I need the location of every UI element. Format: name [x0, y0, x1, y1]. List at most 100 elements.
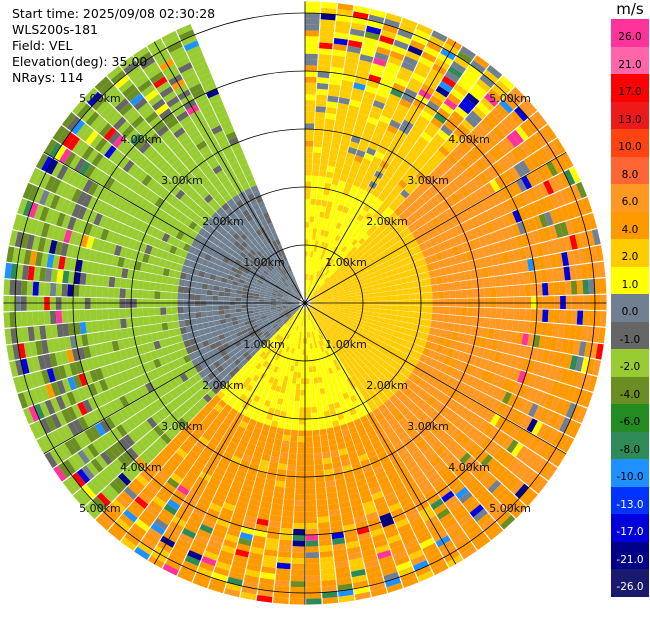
gate-cell: [362, 297, 369, 302]
gate-cell: [144, 432, 156, 445]
gate-cell: [494, 275, 502, 287]
gate-cell: [355, 423, 365, 432]
gate-cell: [377, 365, 386, 374]
gate-cell: [507, 343, 516, 355]
gate-cell: [166, 414, 177, 425]
gate-cell: [404, 507, 419, 518]
gate-cell: [61, 310, 69, 324]
gate-cell: [322, 317, 328, 323]
gate-cell: [416, 23, 433, 36]
gate-cell: [318, 417, 326, 425]
gate-cell: [39, 401, 51, 418]
gate-cell: [305, 557, 320, 564]
gate-cell: [361, 548, 377, 558]
gate-cell: [280, 330, 286, 337]
gate-cell: [448, 282, 456, 291]
gate-cell: [141, 509, 157, 523]
gate-cell: [587, 212, 598, 230]
gate-cell: [46, 158, 59, 175]
gate-cell: [320, 229, 326, 236]
gate-cell: [91, 238, 100, 251]
gate-cell: [337, 3, 354, 12]
gate-cell: [29, 372, 40, 388]
gate-cell: [372, 354, 380, 362]
gate-cell: [198, 370, 207, 379]
gate-cell: [338, 97, 350, 105]
gate-cell: [270, 338, 277, 345]
gate-cell: [501, 155, 514, 169]
gate-cell: [136, 364, 146, 376]
gate-cell: [332, 290, 339, 295]
gate-cell: [131, 478, 146, 492]
gate-cell: [115, 329, 123, 340]
gate-cell: [305, 337, 308, 344]
gate-cell: [136, 308, 144, 317]
gate-cell: [328, 303, 334, 306]
gate-cell: [280, 285, 287, 291]
gate-cell: [519, 487, 534, 503]
gate-cell: [327, 367, 334, 375]
gate-cell: [317, 240, 323, 248]
gate-cell: [130, 443, 143, 457]
gate-cell: [328, 318, 335, 324]
gate-cell: [316, 94, 328, 102]
ray: [309, 124, 557, 300]
gate-cell: [125, 417, 137, 431]
gate-cell: [396, 284, 403, 290]
gate-cell: [408, 77, 423, 89]
gate-cell: [155, 323, 163, 332]
gate-cell: [264, 304, 271, 307]
gate-cell: [135, 474, 149, 487]
ray: [52, 125, 301, 300]
gate-cell: [366, 166, 377, 176]
gate-cell: [118, 437, 131, 451]
gate-cell: [264, 307, 271, 311]
gate-cell: [208, 583, 225, 594]
gate-cell: [546, 240, 556, 255]
gate-cell: [276, 299, 283, 302]
gate-cell: [460, 315, 467, 325]
gate-cell: [392, 398, 403, 408]
gate-cell: [463, 69, 479, 83]
gate-cell: [327, 304, 334, 307]
gate-cell: [470, 162, 483, 176]
gate-cell: [293, 304, 300, 308]
gate-cell: [322, 597, 339, 605]
gate-cell: [105, 484, 119, 499]
gate-cell: [238, 439, 249, 449]
gate-cell: [383, 318, 391, 325]
gate-cell: [244, 361, 252, 369]
gate-cell: [291, 323, 296, 330]
gate-cell: [44, 175, 57, 192]
gate-cell: [312, 429, 320, 437]
gate-cell: [113, 287, 120, 298]
gate-cell: [79, 272, 87, 285]
gate-cell: [91, 321, 99, 333]
gate-cell: [563, 266, 571, 281]
gate-cell: [421, 249, 430, 258]
gate-cell: [12, 376, 23, 394]
gate-cell: [218, 291, 225, 297]
gate-cell: [335, 20, 351, 29]
gate-cell: [403, 305, 410, 312]
gate-cell: [289, 316, 295, 322]
gate-cell: [230, 288, 237, 294]
gate-cell: [219, 550, 234, 560]
gate-cell: [327, 327, 334, 334]
gate-cell: [192, 268, 200, 276]
gate-cell: [433, 413, 444, 425]
gate-cell: [549, 396, 561, 412]
gate-cell: [472, 446, 485, 460]
gate-cell: [192, 415, 203, 426]
gate-cell: [405, 50, 421, 62]
gate-cell: [317, 77, 330, 84]
gate-cell: [396, 310, 404, 317]
gate-cell: [542, 296, 549, 309]
gate-cell: [276, 367, 283, 375]
gate-cell: [256, 440, 266, 449]
gate-cell: [332, 537, 346, 546]
gate-cell: [321, 446, 330, 453]
gate-cell: [482, 169, 494, 182]
gate-cell: [479, 257, 488, 268]
gate-cell: [368, 272, 376, 279]
